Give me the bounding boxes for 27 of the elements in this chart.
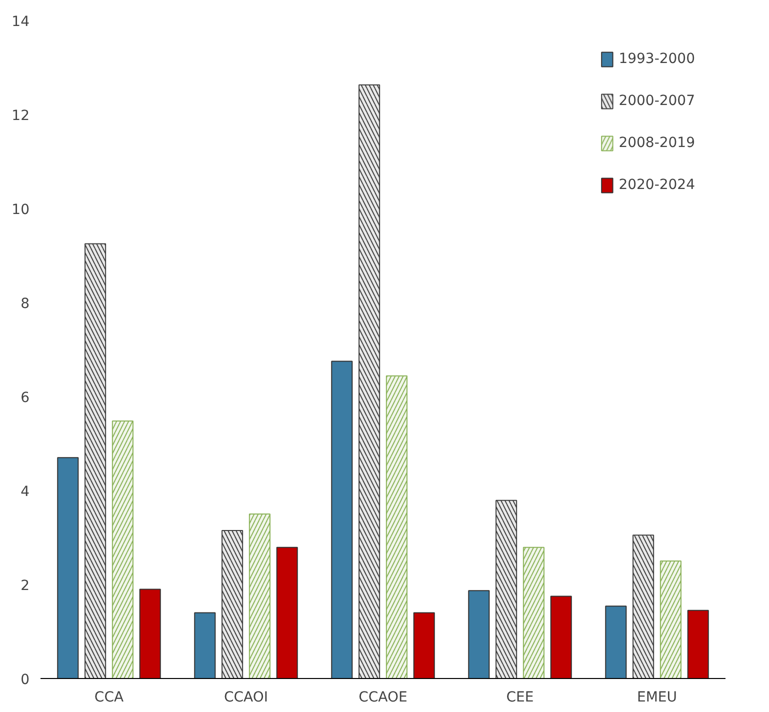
bar [605, 606, 627, 678]
bar [413, 612, 435, 678]
y-tick-label: 14 [12, 14, 30, 30]
bar [194, 612, 216, 678]
legend-label: 1993-2000 [618, 51, 695, 67]
bar [687, 610, 709, 678]
y-tick-label: 12 [12, 108, 30, 124]
y-tick-label: 8 [20, 296, 30, 312]
x-tick-label: CEE [506, 690, 534, 706]
y-tick-label: 2 [20, 578, 30, 594]
x-tick-label: CCAOE [358, 690, 408, 706]
bar [276, 546, 298, 678]
bar [331, 360, 353, 678]
legend-label: 2000-2007 [618, 93, 695, 109]
y-tick-label: 10 [12, 202, 30, 218]
y-tick-label: 6 [20, 390, 30, 406]
legend-label: 2008-2019 [618, 135, 695, 151]
x-tick-label: EMEU [636, 690, 678, 706]
x-tick-label: CCA [94, 690, 124, 706]
y-tick-label: 4 [20, 484, 30, 500]
bar [57, 457, 79, 678]
y-tick-label: 0 [20, 672, 30, 688]
legend-label: 2020-2024 [618, 177, 695, 193]
bar [550, 596, 572, 678]
bar [468, 590, 490, 678]
x-tick-label: CCAOI [224, 690, 268, 706]
bar [139, 588, 161, 678]
